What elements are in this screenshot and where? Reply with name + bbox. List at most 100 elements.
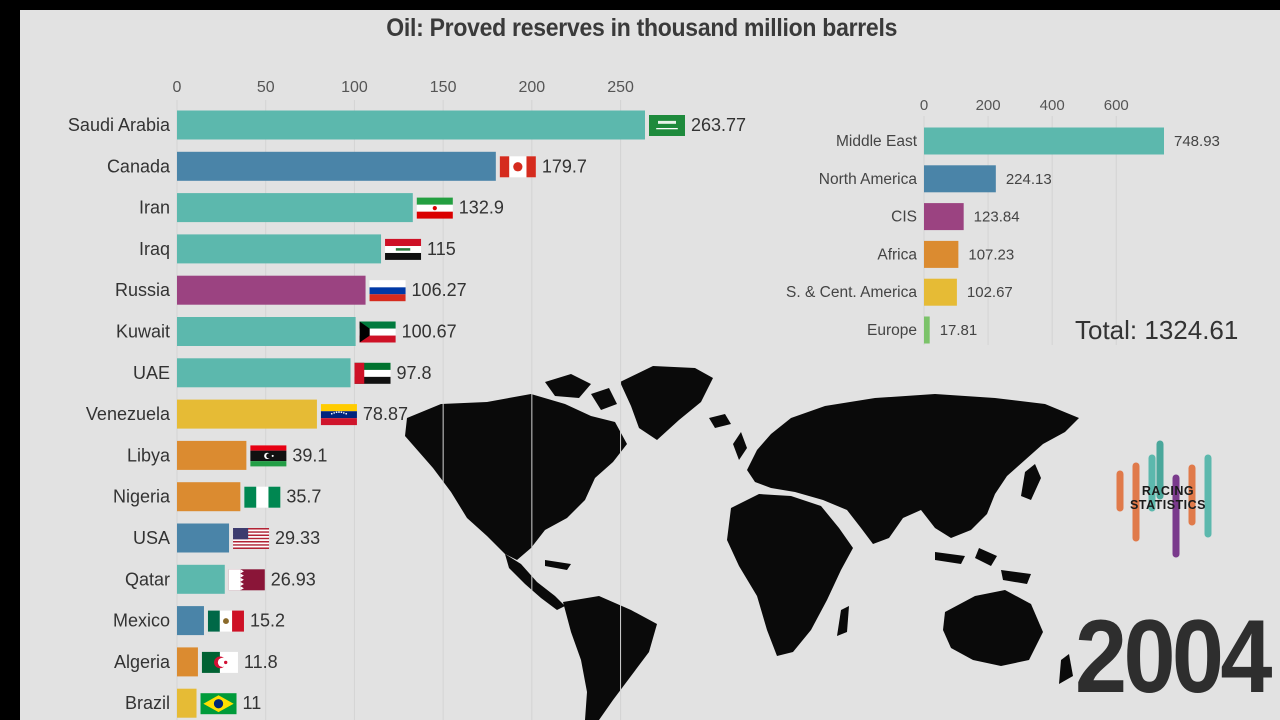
country-label-nigeria: Nigeria [113, 487, 171, 507]
bar-algeria [177, 647, 198, 677]
country-row-mexico: Mexico 15.2 [113, 606, 285, 636]
logo-line-statistics: STATISTICS [1129, 498, 1207, 512]
x-tick-label-100: 100 [341, 79, 368, 96]
x-tick-label-250: 250 [607, 79, 634, 96]
region-label-cis: CIS [891, 209, 917, 226]
country-row-libya: Libya 39.1 [127, 440, 327, 470]
country-row-iran: Iran 132.9 [139, 193, 504, 223]
year-label: 2004 [1075, 599, 1272, 715]
region-value-label-middle-east: 748.93 [1174, 133, 1220, 150]
country-row-usa: USA 29.33 [133, 523, 320, 553]
country-label-kuwait: Kuwait [116, 322, 170, 342]
flag-nigeria-icon [244, 486, 281, 508]
region-label-s-cent-america: S. & Cent. America [786, 284, 917, 301]
country-row-qatar: Qatar 26.93 [125, 564, 316, 594]
country-label-canada: Canada [107, 156, 171, 176]
country-row-nigeria: Nigeria 35.7 [113, 482, 321, 512]
region-row-north-america: North America 224.13 [819, 165, 1052, 193]
flag-iran-icon [416, 197, 453, 219]
x-tick-label-0: 0 [173, 79, 182, 96]
region-row-africa: Africa 107.23 [877, 240, 1014, 268]
region-label-europe: Europe [867, 322, 917, 339]
country-label-iran: Iran [139, 198, 170, 218]
value-label-usa: 29.33 [275, 528, 320, 548]
value-label-qatar: 26.93 [271, 569, 316, 589]
flag-canada-icon [499, 156, 536, 178]
value-label-saudi-arabia: 263.77 [691, 115, 746, 135]
x-tick-label-150: 150 [430, 79, 457, 96]
region-value-label-europe: 17.81 [940, 322, 978, 339]
value-label-brazil: 11 [243, 693, 262, 713]
bar-mexico [177, 606, 204, 636]
x-tick-label-50: 50 [257, 79, 275, 96]
country-row-russia: Russia 106.27 [115, 275, 467, 305]
bar-kuwait [177, 317, 356, 346]
region-row-europe: Europe 17.81 [867, 316, 978, 344]
country-label-uae: UAE [133, 363, 170, 383]
flag-qatar-icon [228, 569, 265, 591]
country-label-qatar: Qatar [125, 569, 170, 589]
country-label-libya: Libya [127, 445, 171, 465]
region-bar-cis [924, 203, 964, 231]
country-label-iraq: Iraq [139, 239, 170, 259]
country-label-venezuela: Venezuela [86, 404, 171, 424]
value-label-mexico: 15.2 [250, 611, 285, 631]
region-label-africa: Africa [877, 246, 917, 263]
bar-nigeria [177, 482, 241, 512]
bar-libya [177, 440, 247, 470]
country-row-uae: UAE 97.8 [133, 358, 432, 388]
flag-saudi-arabia-icon [649, 115, 685, 136]
region-bar-s-cent-america [924, 278, 957, 306]
region-value-label-north-america: 224.13 [1006, 171, 1052, 188]
flag-libya-icon [250, 445, 287, 467]
flag-venezuela-icon [320, 404, 357, 426]
region-label-north-america: North America [819, 171, 918, 188]
country-label-russia: Russia [115, 280, 171, 300]
region-label-middle-east: Middle East [836, 133, 918, 150]
region-bar-europe [924, 316, 930, 344]
flag-uae-icon [354, 362, 391, 384]
logo-text: RACING STATISTICS [1112, 484, 1224, 512]
value-label-uae: 97.8 [397, 363, 432, 383]
flag-brazil-icon [200, 693, 237, 715]
region-x-tick-label-600: 600 [1104, 97, 1129, 114]
region-value-label-africa: 107.23 [968, 246, 1014, 263]
bar-canada [177, 151, 496, 181]
region-bar-middle-east [924, 127, 1164, 155]
value-label-nigeria: 35.7 [286, 487, 321, 507]
flag-russia-icon [369, 280, 406, 302]
bar-iran [177, 193, 413, 223]
region-row-s-cent-america: S. & Cent. America 102.67 [786, 278, 1013, 306]
value-label-canada: 179.7 [542, 156, 587, 176]
country-row-venezuela: Venezuela 78.87 [86, 399, 408, 429]
bar-venezuela [177, 399, 317, 429]
value-label-iran: 132.9 [459, 198, 504, 218]
value-label-iraq: 115 [427, 239, 456, 259]
value-label-venezuela: 78.87 [363, 404, 408, 424]
country-row-algeria: Algeria 11.8 [114, 647, 278, 677]
flag-algeria-icon [201, 651, 238, 673]
bar-iraq [177, 234, 382, 264]
country-label-mexico: Mexico [113, 611, 170, 631]
region-row-cis: CIS 123.84 [891, 203, 1020, 231]
value-label-libya: 39.1 [292, 445, 327, 465]
flag-kuwait-icon [359, 321, 396, 343]
country-row-kuwait: Kuwait 100.67 [116, 317, 457, 346]
world-map-silhouette [405, 366, 1079, 720]
region-x-tick-label-200: 200 [976, 97, 1001, 114]
region-bar-north-america [924, 165, 996, 193]
value-label-kuwait: 100.67 [402, 322, 457, 342]
chart-title: Oil: Proved reserves in thousand million… [386, 14, 898, 42]
region-x-tick-label-0: 0 [920, 97, 928, 114]
bar-qatar [177, 564, 225, 594]
region-bar-africa [924, 240, 959, 268]
country-label-saudi-arabia: Saudi Arabia [68, 115, 171, 135]
racing-statistics-logo-icon [1116, 440, 1212, 558]
flag-usa-icon [233, 528, 270, 549]
x-tick-label-200: 200 [519, 79, 546, 96]
country-label-brazil: Brazil [125, 693, 170, 713]
region-x-tick-label-400: 400 [1040, 97, 1065, 114]
country-row-canada: Canada 179.7 [107, 151, 587, 181]
